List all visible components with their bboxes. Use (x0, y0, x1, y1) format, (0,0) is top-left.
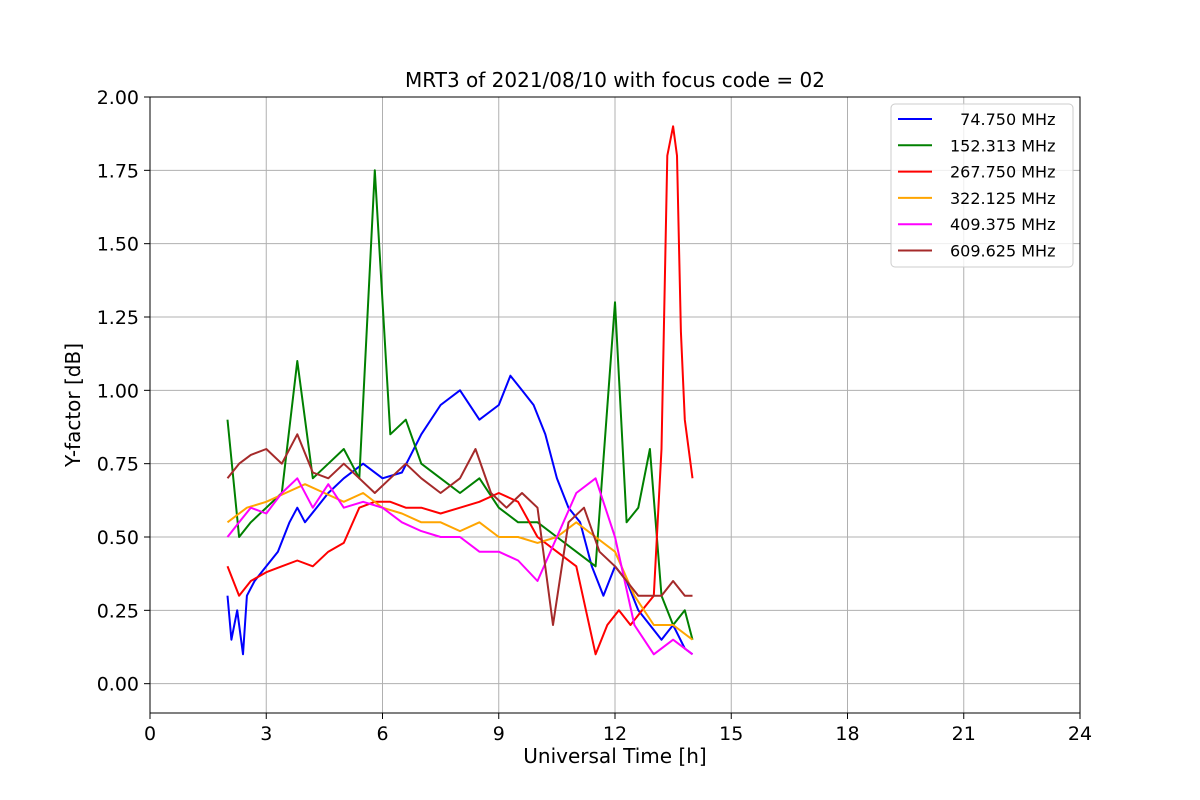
y-tick-label: 0.75 (97, 454, 139, 476)
series-line-2 (226, 125, 694, 656)
y-axis-label: Y-factor [dB] (61, 343, 85, 468)
chart-title: MRT3 of 2021/08/10 with focus code = 02 (405, 68, 825, 92)
legend-label-0: 74.750 MHz (950, 110, 1055, 129)
legend-label-4: 409.375 MHz (950, 215, 1055, 234)
series-line-1 (226, 169, 694, 640)
legend-label-1: 152.313 MHz (950, 136, 1055, 155)
x-tick-label: 12 (603, 723, 627, 745)
legend-frame (890, 103, 1074, 268)
x-tick-label: 21 (952, 723, 976, 745)
series-line-4 (226, 477, 694, 656)
x-tick-label: 24 (1068, 723, 1092, 745)
legend-label-5: 609.625 MHz (950, 242, 1055, 261)
series-layer (226, 125, 694, 656)
x-tick-label: 15 (719, 723, 743, 745)
x-tick-label: 9 (493, 723, 505, 745)
y-tick-label: 1.50 (97, 234, 139, 256)
y-tick-label: 1.00 (97, 380, 139, 402)
legend-label-3: 322.125 MHz (950, 189, 1055, 208)
y-tick-label: 1.75 (97, 160, 139, 182)
x-tick-label: 6 (376, 723, 388, 745)
legend-entries: 74.750 MHz 152.313 MHz 267.750 MHz 322.125 … (898, 110, 1055, 261)
x-tick-label: 3 (260, 723, 272, 745)
x-axis-ticks: 0 3 6 9 12 15 18 21 24 (144, 713, 1092, 745)
legend: 74.750 MHz 152.313 MHz 267.750 MHz 322.125 … (890, 103, 1074, 268)
legend-label-2: 267.750 MHz (950, 163, 1055, 182)
y-axis-ticks: 0.00 0.25 0.50 0.75 1.00 1.25 1.50 1.75 2.00 (97, 87, 150, 696)
y-tick-label: 1.25 (97, 307, 139, 329)
x-tick-label: 18 (835, 723, 859, 745)
y-tick-label: 0.25 (97, 600, 139, 622)
series-line-5 (226, 433, 693, 626)
y-tick-label: 2.00 (97, 87, 139, 109)
y-tick-label: 0.50 (97, 527, 139, 549)
x-tick-label: 0 (144, 723, 156, 745)
x-axis-label: Universal Time [h] (523, 744, 706, 768)
series-line-3 (226, 483, 694, 641)
y-tick-label: 0.00 (97, 674, 139, 696)
